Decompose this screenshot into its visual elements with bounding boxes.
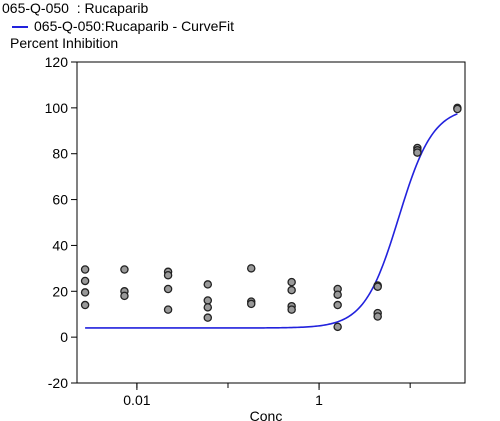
y-tick-label: 60 bbox=[52, 192, 68, 208]
y-tick-label: -20 bbox=[48, 375, 68, 391]
data-point bbox=[373, 282, 382, 291]
data-point bbox=[287, 305, 296, 314]
y-tick-label: 120 bbox=[45, 54, 69, 70]
data-point bbox=[120, 265, 129, 274]
data-point bbox=[453, 104, 462, 114]
data-point bbox=[333, 290, 342, 299]
data-point bbox=[163, 305, 173, 314]
y-tick-label: 80 bbox=[52, 146, 68, 162]
data-point bbox=[203, 280, 213, 289]
data-point bbox=[163, 270, 173, 280]
data-point bbox=[80, 276, 90, 286]
data-point bbox=[80, 265, 90, 274]
data-point bbox=[287, 285, 296, 295]
data-point bbox=[203, 296, 213, 305]
data-point bbox=[333, 322, 342, 332]
data-point bbox=[203, 303, 213, 312]
x-axis-label: Conc bbox=[250, 408, 283, 421]
x-tick-label: 0.01 bbox=[123, 392, 150, 408]
y-tick-label: 100 bbox=[45, 100, 69, 116]
legend-swatch bbox=[12, 25, 28, 28]
y-tick-label: 40 bbox=[52, 237, 68, 253]
y-tick-label: 20 bbox=[52, 283, 68, 299]
data-point bbox=[80, 288, 90, 297]
data-point bbox=[163, 284, 173, 294]
data-point bbox=[246, 264, 256, 273]
legend: 065-Q-050:Rucaparib - CurveFit bbox=[12, 18, 234, 35]
data-point bbox=[203, 313, 213, 322]
data-point bbox=[287, 277, 296, 287]
data-point bbox=[373, 312, 382, 321]
legend-label: 065-Q-050:Rucaparib - CurveFit bbox=[34, 18, 234, 34]
y-tick-label: 0 bbox=[60, 329, 68, 345]
y-axis-label: Percent Inhibition bbox=[10, 35, 119, 51]
plot-frame bbox=[76, 61, 466, 384]
chart-title: 065-Q-050 : Rucaparib bbox=[2, 0, 149, 16]
curve-fit-line bbox=[85, 113, 458, 329]
data-point bbox=[246, 299, 256, 309]
x-tick-label: 1 bbox=[315, 392, 323, 408]
data-point bbox=[120, 291, 129, 301]
data-point bbox=[413, 148, 422, 157]
data-point bbox=[333, 300, 342, 310]
data-point bbox=[80, 300, 90, 310]
